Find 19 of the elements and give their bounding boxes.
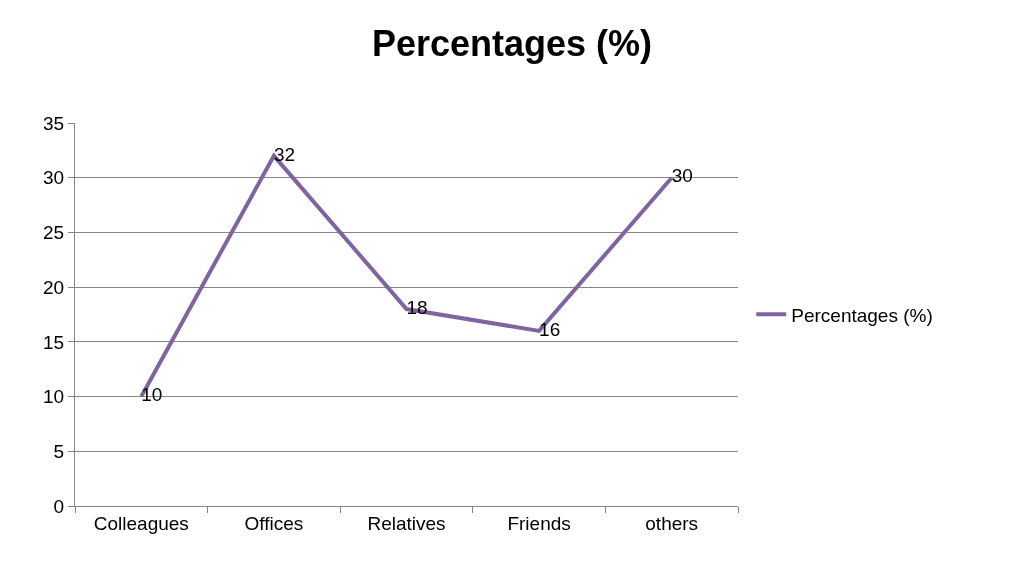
y-tick-label: 20 (43, 276, 65, 298)
chart-title: Percentages (%) (371, 23, 653, 65)
x-tick-label: Relatives (367, 512, 446, 534)
x-tick-label: others (645, 512, 699, 534)
data-label: 30 (671, 165, 693, 187)
x-tick-label: Friends (507, 512, 571, 534)
legend-label: Percentages (%) (791, 304, 933, 326)
y-tick-label: 30 (43, 167, 65, 189)
y-tick-label: 15 (43, 331, 65, 353)
x-tick-label: Colleagues (93, 512, 189, 534)
y-tick-label: 10 (43, 386, 65, 408)
y-tick-label: 35 (43, 112, 65, 134)
x-tick-label: Offices (244, 512, 304, 534)
data-label: 32 (273, 143, 296, 165)
data-label: 16 (539, 318, 561, 340)
y-tick-label: 5 (53, 440, 65, 462)
data-label: 10 (141, 384, 163, 406)
y-tick-label: 25 (43, 222, 65, 244)
y-tick-label: 0 (53, 495, 65, 517)
